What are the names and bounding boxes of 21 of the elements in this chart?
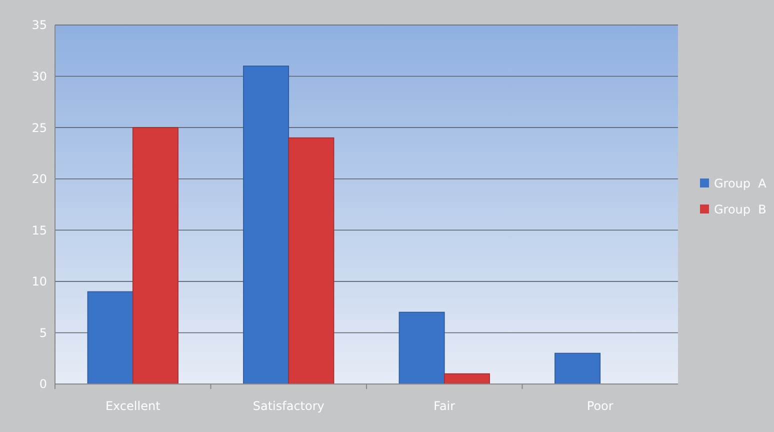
text: Group A xyxy=(714,176,768,191)
y-tick-label: 30 xyxy=(32,69,47,84)
bar xyxy=(243,66,290,384)
y-tick-label: 5 xyxy=(39,326,47,340)
legend-label: Group B xyxy=(714,202,766,217)
bar xyxy=(132,127,178,384)
x-tick-label: Satisfactory xyxy=(252,399,324,413)
y-tick-label: 0 xyxy=(39,377,47,392)
y-tick-label: 20 xyxy=(32,172,47,186)
y-tick-label: 10 xyxy=(32,274,47,289)
x-tick-label: Fair xyxy=(434,399,456,413)
x-tick-label: Excellent xyxy=(105,399,161,413)
bar xyxy=(444,373,490,384)
y-tick-label: 35 xyxy=(32,18,47,32)
bar xyxy=(398,312,445,384)
bar xyxy=(554,352,601,384)
y-tick-label: 25 xyxy=(32,120,47,135)
x-tick-label: Poor xyxy=(586,399,614,413)
y-tick-label: 15 xyxy=(32,223,47,238)
bar xyxy=(87,291,134,384)
bar xyxy=(288,137,334,384)
